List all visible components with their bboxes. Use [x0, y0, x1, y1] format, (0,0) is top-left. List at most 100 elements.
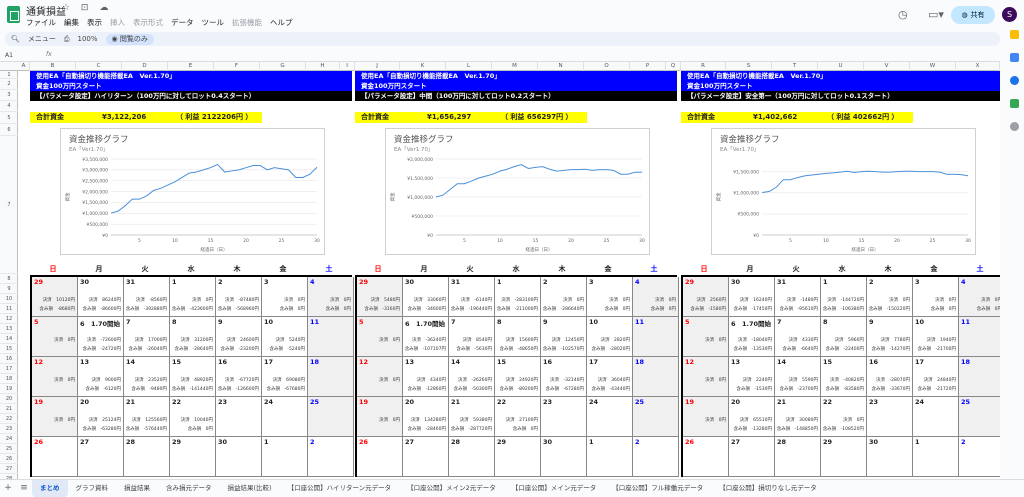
- menu-search[interactable]: メニュー: [27, 35, 56, 43]
- column-header[interactable]: F: [214, 62, 260, 71]
- all-sheets-icon[interactable]: ≡: [20, 483, 28, 493]
- calendar-day-cell[interactable]: 23: [867, 397, 913, 437]
- column-header[interactable]: Q: [666, 62, 681, 71]
- calendar-day-cell[interactable]: 17 決済 24840円 含み損 -21720円: [913, 357, 959, 397]
- column-header[interactable]: T: [772, 62, 818, 71]
- calendar-day-cell[interactable]: 31 決済 -6140円 含み損 -196440円: [449, 277, 495, 317]
- avatar[interactable]: S: [1002, 7, 1017, 22]
- column-header[interactable]: P: [630, 62, 666, 71]
- star-icon[interactable]: ☆ ⊡ ☁: [62, 3, 113, 13]
- row-header[interactable]: 6: [0, 124, 18, 136]
- calendar-day-cell[interactable]: 13 決済 2240円 含み損 -1530円: [729, 357, 775, 397]
- search-icon[interactable]: 🔍︎: [11, 35, 20, 43]
- total-capital-row[interactable]: 合計資金 ¥1,402,662 （ 利益 402662円 ）: [681, 112, 913, 123]
- sheet-tab[interactable]: 損益結果: [124, 483, 150, 492]
- calendar-day-cell[interactable]: 6 1.70開始 決済 -72600円 含み損 -24720円: [78, 317, 124, 357]
- sheet-tab[interactable]: まとめ: [32, 479, 68, 497]
- calendar-day-cell[interactable]: 23: [216, 397, 262, 437]
- row-header[interactable]: 14: [0, 334, 18, 344]
- row-header[interactable]: 5: [0, 112, 18, 124]
- calendar-day-cell[interactable]: 3 決済 0円 含み損 0円: [262, 277, 308, 317]
- row-header[interactable]: 11: [0, 304, 18, 314]
- calendar-day-cell[interactable]: 10 決済 5240円 含み損 -5240円: [262, 317, 308, 357]
- calendar-day-cell[interactable]: 4 決済 0円 含み損 0円: [308, 277, 354, 317]
- calendar-day-cell[interactable]: 26: [683, 437, 729, 477]
- sheet-tab[interactable]: 【口座公開】損切りなし元データ: [719, 483, 817, 492]
- calendar-day-cell[interactable]: 28: [449, 437, 495, 477]
- name-box[interactable]: A1: [5, 52, 13, 59]
- calendar-day-cell[interactable]: 25: [633, 397, 679, 437]
- calendar-day-cell[interactable]: 14 決済 -26260円 含み損 -50300円: [449, 357, 495, 397]
- row-header[interactable]: 12: [0, 314, 18, 324]
- column-header[interactable]: B: [30, 62, 76, 71]
- calendar-day-cell[interactable]: 19 決済 0円: [32, 397, 78, 437]
- calendar-day-cell[interactable]: 29: [170, 437, 216, 477]
- sheets-logo-icon[interactable]: [7, 6, 20, 23]
- calendar-day-cell[interactable]: 8 決済 5960円 含み損 -22400円: [821, 317, 867, 357]
- column-header[interactable]: R: [681, 62, 726, 71]
- calendar-day-cell[interactable]: 6 1.70開始 決済 -36240円 含み損 -107107円: [403, 317, 449, 357]
- calendar-day-cell[interactable]: 14 決済 23520円 含み損 -9480円: [124, 357, 170, 397]
- column-header[interactable]: D: [122, 62, 168, 71]
- calendar-day-cell[interactable]: 1 決済 -283100円 含み損 -211000円: [495, 277, 541, 317]
- row-header[interactable]: 22: [0, 414, 18, 424]
- row-header[interactable]: 17: [0, 364, 18, 374]
- calendar-day-cell[interactable]: 17 決済 69080円 含み損 -67680円: [262, 357, 308, 397]
- calendar-day-cell[interactable]: 7 決済 8540円 含み損 -5630円: [449, 317, 495, 357]
- calendar-day-cell[interactable]: 1: [913, 437, 959, 477]
- row-header[interactable]: 15: [0, 344, 18, 354]
- calendar-day-cell[interactable]: 18: [633, 357, 679, 397]
- calendar-day-cell[interactable]: 9 決済 7780円 含み損 -14270円: [867, 317, 913, 357]
- calendar-day-cell[interactable]: 1 決済 -144720円 含み損 -106380円: [821, 277, 867, 317]
- row-header[interactable]: 24: [0, 434, 18, 444]
- column-header[interactable]: M: [492, 62, 538, 71]
- calendar-day-cell[interactable]: 13 決済 4340円 含み損 -12860円: [403, 357, 449, 397]
- menu-item[interactable]: 拡張機能: [232, 18, 262, 27]
- calendar-day-cell[interactable]: 30: [216, 437, 262, 477]
- calendar-day-cell[interactable]: 24: [913, 397, 959, 437]
- column-header[interactable]: I: [340, 62, 355, 71]
- row-header[interactable]: 7: [0, 136, 18, 274]
- column-header[interactable]: U: [818, 62, 864, 71]
- calendar-day-cell[interactable]: 30 決済 86240円 含み損 -86600円: [78, 277, 124, 317]
- calendar-day-cell[interactable]: 1: [587, 437, 633, 477]
- row-header[interactable]: 4: [0, 101, 18, 112]
- history-icon[interactable]: ◷: [898, 8, 908, 21]
- parameter-setting[interactable]: 【パラメータ設定】安全第一（100万円に対してロット0.1スタート）: [681, 91, 1000, 101]
- calendar-day-cell[interactable]: 20 決済 134280円 含み損 -28460円: [403, 397, 449, 437]
- document-title[interactable]: 通貨損益: [26, 7, 66, 18]
- calendar-day-cell[interactable]: 20 決済 25124円 含み損 -63280円: [78, 397, 124, 437]
- menu-item[interactable]: 編集: [64, 18, 79, 27]
- calendar-day-cell[interactable]: 16 決済 -28070円 含み損 -33670円: [867, 357, 913, 397]
- view-only-badge[interactable]: ◉ 閲覧のみ: [105, 33, 154, 45]
- row-header[interactable]: 21: [0, 404, 18, 414]
- calendar-day-cell[interactable]: 30: [867, 437, 913, 477]
- column-header[interactable]: W: [910, 62, 956, 71]
- calendar-day-cell[interactable]: 25: [308, 397, 354, 437]
- calendar-day-cell[interactable]: 15 決済 24920円 含み損 -89200円: [495, 357, 541, 397]
- calendar-day-cell[interactable]: 1 決済 0円 含み損 -423600円: [170, 277, 216, 317]
- column-header[interactable]: O: [584, 62, 630, 71]
- calendar-day-cell[interactable]: 30 決済 16240円 含み損 -17450円: [729, 277, 775, 317]
- column-header[interactable]: V: [864, 62, 910, 71]
- capital-chart[interactable]: 資金推移グラフ EA「Ver1.70」 ¥0 ¥500,000 ¥1,000,000…: [60, 128, 325, 255]
- calendar-day-cell[interactable]: 2 決済 0円 含み損 -150220円: [867, 277, 913, 317]
- add-addon-icon[interactable]: [1010, 122, 1019, 131]
- ea-name[interactable]: 使用EA「自動損切り機能搭載EA Ver.1.70」: [681, 71, 1000, 81]
- row-header[interactable]: 1: [0, 71, 18, 79]
- video-call-icon[interactable]: ▭▾: [928, 8, 944, 21]
- calendar-day-cell[interactable]: 2 決済 -87480円 含み損 -568960円: [216, 277, 262, 317]
- row-header[interactable]: 13: [0, 324, 18, 334]
- calendar-day-cell[interactable]: 27: [729, 437, 775, 477]
- column-header[interactable]: E: [168, 62, 214, 71]
- contacts-icon[interactable]: [1010, 76, 1019, 85]
- column-header[interactable]: X: [956, 62, 1000, 71]
- row-header[interactable]: 28: [0, 474, 18, 479]
- row-header[interactable]: 23: [0, 424, 18, 434]
- total-capital-row[interactable]: 合計資金 ¥1,656,297 （ 利益 656297円 ）: [355, 112, 587, 123]
- column-header[interactable]: A: [18, 62, 30, 71]
- calendar-day-cell[interactable]: 11: [633, 317, 679, 357]
- calendar-day-cell[interactable]: 2: [308, 437, 354, 477]
- calendar-day-cell[interactable]: 18: [959, 357, 1000, 397]
- calendar-day-cell[interactable]: 7 決済 17000円 含み損 -26040円: [124, 317, 170, 357]
